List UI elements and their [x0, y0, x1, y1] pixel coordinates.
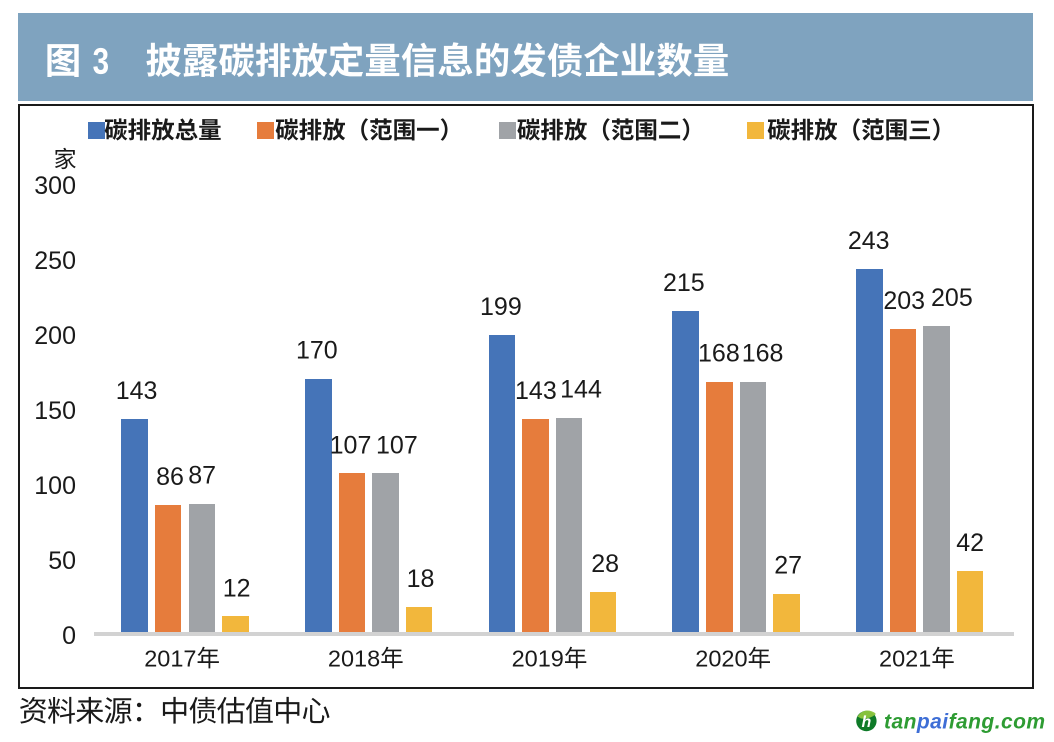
svg-text:2018: 2018	[328, 646, 380, 672]
svg-text:199: 199	[480, 293, 522, 321]
svg-text:200: 200	[34, 322, 76, 350]
svg-text:100: 100	[34, 472, 76, 500]
svg-text:300: 300	[34, 172, 76, 200]
svg-text:2019: 2019	[512, 646, 564, 672]
svg-text:243: 243	[848, 227, 890, 255]
svg-text:2020: 2020	[695, 646, 747, 672]
svg-text:28: 28	[591, 550, 619, 578]
svg-text:143: 143	[515, 377, 557, 405]
svg-text:2017: 2017	[144, 646, 196, 672]
svg-text:168: 168	[698, 340, 740, 368]
svg-text:150: 150	[34, 397, 76, 425]
svg-text:205: 205	[931, 284, 973, 312]
svg-text:170: 170	[296, 337, 338, 365]
svg-text:168: 168	[742, 340, 784, 368]
svg-text:12: 12	[223, 574, 251, 602]
svg-text:0: 0	[62, 622, 76, 650]
svg-text:42: 42	[956, 529, 984, 557]
svg-text:tanpaifang.com: tanpaifang.com	[884, 711, 1046, 734]
svg-text:27: 27	[774, 552, 802, 580]
svg-text:18: 18	[407, 565, 435, 593]
svg-text:107: 107	[330, 431, 372, 459]
svg-text:203: 203	[883, 287, 925, 315]
svg-text:50: 50	[48, 547, 76, 575]
svg-text:87: 87	[188, 462, 216, 490]
svg-text:250: 250	[34, 247, 76, 275]
svg-text:107: 107	[376, 431, 418, 459]
svg-text:215: 215	[663, 269, 705, 297]
svg-text:2021: 2021	[879, 646, 931, 672]
svg-text:86: 86	[156, 463, 184, 491]
svg-text:143: 143	[116, 377, 158, 405]
svg-text:144: 144	[560, 376, 602, 404]
